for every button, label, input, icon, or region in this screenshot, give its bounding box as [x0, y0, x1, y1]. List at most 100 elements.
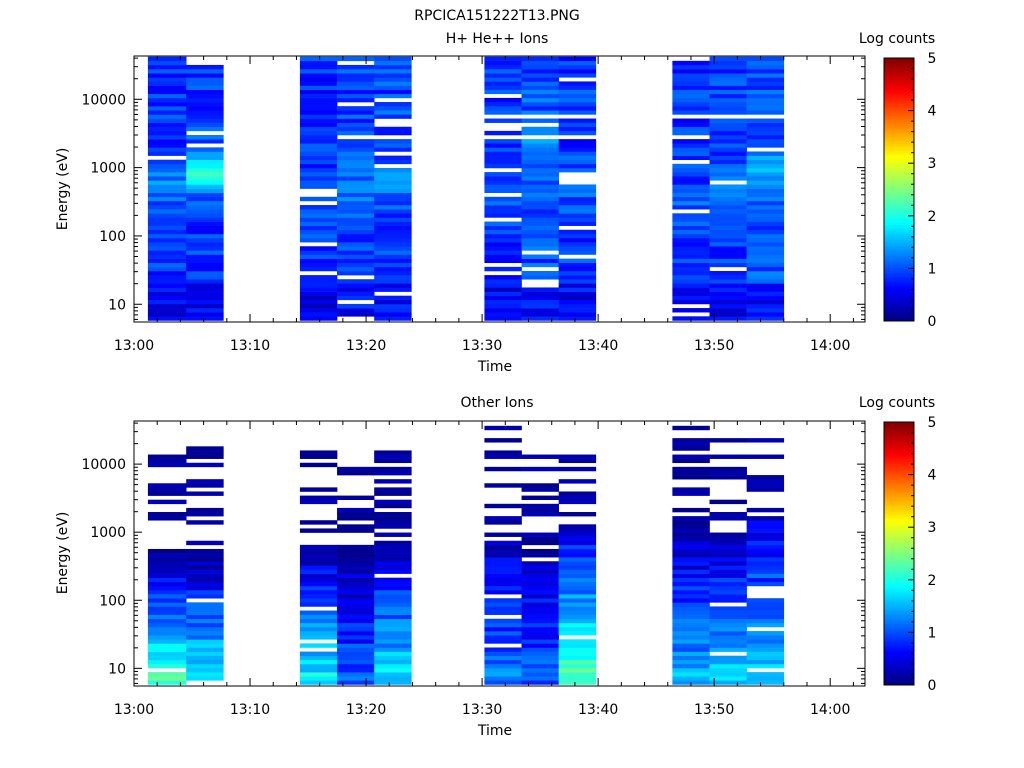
heatmap-cell — [337, 512, 375, 517]
heatmap-cell — [337, 524, 375, 529]
heatmap-cell — [374, 184, 412, 189]
colorbar-segment — [884, 483, 914, 486]
heatmap-cell — [186, 565, 224, 570]
heatmap-cell — [299, 213, 338, 218]
heatmap-cell — [374, 299, 412, 305]
heatmap-cell — [672, 81, 710, 86]
heatmap-cell — [186, 479, 224, 484]
heatmap-cell — [672, 631, 710, 636]
heatmap-cell — [337, 544, 375, 550]
heatmap-cell — [374, 618, 412, 624]
colorbar-segment — [884, 314, 914, 318]
x-tick-label: 13:40 — [578, 338, 618, 354]
heatmap-cell — [147, 512, 187, 517]
heatmap-cell — [186, 139, 224, 144]
heatmap-cell — [374, 487, 412, 492]
heatmap-cell — [337, 151, 375, 156]
heatmap-cell — [337, 209, 375, 214]
colorbar-segment — [884, 489, 914, 493]
heatmap-cell — [337, 647, 375, 652]
heatmap-cell — [374, 238, 412, 243]
colorbar-segment — [884, 90, 914, 94]
heatmap-cell — [558, 283, 597, 288]
heatmap-cell — [709, 512, 747, 517]
heatmap-cell — [147, 618, 187, 624]
colorbar-segment — [884, 476, 914, 480]
heatmap-cell — [672, 487, 710, 492]
heatmap-cell — [374, 639, 412, 644]
heatmap-cell — [299, 548, 338, 554]
heatmap-cell — [558, 64, 597, 70]
colorbar-segment — [884, 215, 914, 219]
heatmap-cell — [521, 299, 559, 305]
heatmap-cell — [337, 470, 375, 476]
heatmap-cell — [484, 454, 522, 459]
heatmap-cell — [299, 246, 338, 251]
heatmap-cell — [147, 585, 187, 591]
heatmap-cell — [709, 184, 747, 189]
heatmap-cell — [709, 73, 747, 78]
heatmap-cell — [521, 151, 559, 156]
heatmap-cell — [374, 143, 412, 148]
heatmap-cell — [337, 89, 375, 95]
colorbar-segment — [884, 165, 914, 168]
heatmap-cell — [746, 275, 785, 280]
heatmap-cell — [374, 295, 412, 301]
colorbar-segment — [884, 579, 914, 583]
colorbar-segment — [884, 658, 914, 662]
y-tick-label: 10000 — [81, 457, 126, 473]
heatmap-cell — [147, 287, 187, 292]
heatmap-cell — [709, 287, 747, 292]
heatmap-cell — [709, 299, 747, 305]
heatmap-cell — [186, 176, 224, 181]
heatmap-cell — [147, 680, 187, 685]
heatmap-cell — [484, 250, 522, 255]
heatmap-cell — [147, 487, 187, 492]
heatmap-cell — [521, 622, 559, 628]
heatmap-cell — [746, 553, 785, 558]
heatmap-cell — [558, 81, 597, 86]
heatmap-cell — [746, 569, 785, 574]
heatmap-cell — [521, 585, 559, 591]
colorbar-segment — [884, 217, 914, 221]
heatmap-cell — [186, 312, 224, 317]
heatmap-cell — [484, 163, 522, 169]
heatmap-cell — [147, 246, 187, 251]
heatmap-cell — [672, 279, 710, 284]
heatmap-cell — [299, 89, 338, 95]
heatmap-cell — [299, 81, 338, 86]
heatmap-cell — [299, 258, 338, 264]
heatmap-cell — [558, 676, 597, 681]
heatmap-cell — [374, 503, 412, 509]
heatmap-cell — [299, 151, 338, 156]
panel-2-colorbar: 0 1 2 3 4 5 — [883, 415, 937, 694]
heatmap-cell — [337, 126, 375, 132]
heatmap-cell — [558, 622, 597, 628]
colorbar-segment — [884, 652, 914, 655]
heatmap-cell — [484, 102, 522, 107]
heatmap-cell — [521, 598, 559, 603]
heatmap-cell — [186, 200, 224, 206]
colorbar-tick-label: 0 — [928, 314, 937, 330]
colorbar-segment — [884, 643, 914, 646]
heatmap-cell — [337, 618, 375, 624]
heatmap-cell — [299, 643, 338, 648]
heatmap-cell — [558, 303, 597, 309]
heatmap-cell — [672, 213, 710, 218]
heatmap-cell — [374, 676, 412, 681]
heatmap-cell — [147, 462, 187, 468]
heatmap-cell — [746, 561, 785, 566]
heatmap-cell — [521, 454, 559, 459]
heatmap-cell — [299, 312, 338, 317]
heatmap-cell — [186, 225, 224, 231]
colorbar-segment — [884, 79, 914, 83]
colorbar-segment — [884, 439, 914, 443]
heatmap-cell — [299, 573, 338, 578]
heatmap-cell — [558, 316, 597, 321]
colorbar-segment — [884, 156, 914, 160]
heatmap-cell — [672, 250, 710, 255]
colorbar-segment — [884, 231, 914, 234]
heatmap-cell — [672, 507, 710, 513]
heatmap-cell — [147, 254, 187, 259]
heatmap-cell — [558, 458, 597, 464]
